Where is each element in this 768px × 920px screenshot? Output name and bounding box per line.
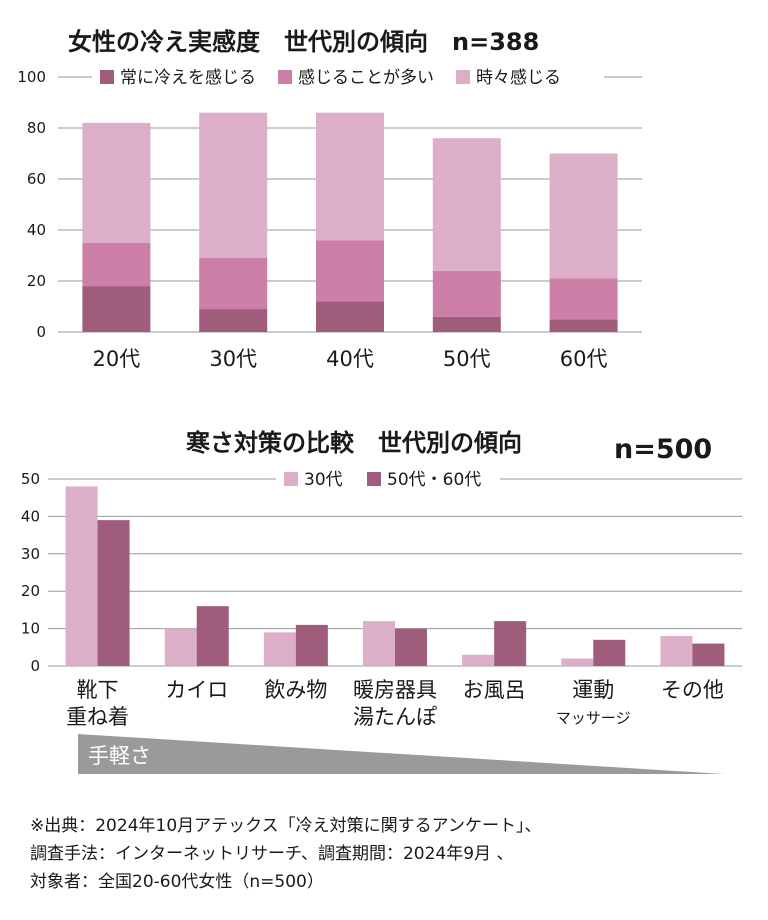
legend-label: 常に冷えを感じる: [120, 68, 256, 88]
y-tick-label: 50: [21, 470, 40, 488]
legend-label: 50代・60代: [387, 470, 481, 490]
y-tick-label: 10: [21, 620, 40, 638]
bar-segment: [82, 122, 151, 243]
y-tick-label: 80: [27, 119, 46, 137]
legend-swatch: [278, 70, 292, 84]
x-category-label: 暖房器具: [353, 678, 437, 702]
legend-background: [92, 63, 604, 91]
bar: [395, 628, 427, 666]
x-category-label: 靴下: [77, 678, 119, 702]
bar: [97, 520, 130, 666]
bar: [494, 621, 527, 666]
x-category-label: 飲み物: [264, 678, 327, 702]
chart-title-part: n=388: [452, 28, 539, 56]
bar-segment: [316, 112, 384, 241]
y-tick-label: 20: [21, 582, 40, 600]
y-tick-label: 100: [17, 68, 46, 86]
chart-title-part: 寒さ対策の比較: [186, 429, 355, 457]
ease-label: 手軽さ: [88, 744, 151, 768]
chart-cold-feeling: 女性の冷え実感度 世代別の傾向 n=388 0 20 40 60 80 100 20代 30代 40代…: [17, 28, 642, 371]
x-category-label: カイロ: [165, 678, 228, 702]
bar: [65, 486, 98, 666]
x-category-label: 重ね着: [66, 705, 129, 729]
source-line-3: 対象者：全国20-60代女性（n=500）: [30, 872, 324, 892]
y-tick-label: 0: [36, 323, 46, 341]
bar-segment: [549, 319, 618, 332]
y-tick-label: 60: [27, 170, 46, 188]
legend-swatch: [367, 472, 381, 486]
bar-segment: [316, 240, 384, 302]
bar: [295, 624, 328, 666]
legend-label: 時々感じる: [476, 68, 561, 88]
source-line-2: 調査手法：インターネットリサーチ、調査期間：2024年9月 、: [30, 844, 514, 864]
bar-segment: [199, 112, 268, 259]
y-tick-label: 0: [30, 657, 40, 675]
x-category-label: 運動: [572, 678, 614, 702]
bar-segment: [432, 316, 501, 332]
ease-wedge: [78, 734, 724, 774]
legend-label: 30代: [304, 470, 343, 490]
bar: [164, 628, 197, 666]
x-category-label: 60代: [560, 347, 608, 371]
x-category-label: 50代: [443, 347, 491, 371]
source-note: ※出典：2024年10月アテックス「冷え対策に関するアンケート」、 調査手法：イ…: [30, 812, 750, 896]
x-category-label: 40代: [326, 347, 374, 371]
bar: [196, 606, 229, 666]
bar: [263, 632, 296, 666]
bar-segment: [549, 153, 618, 279]
bar: [692, 643, 725, 666]
bar-segment: [316, 301, 384, 332]
x-category-label: その他: [661, 678, 724, 702]
chart-title-part: 女性の冷え実感度: [68, 28, 261, 56]
legend-swatch: [100, 70, 114, 84]
x-category-sublabel: マッサージ: [556, 709, 631, 727]
legend-swatch: [456, 70, 470, 84]
source-line-1: ※出典：2024年10月アテックス「冷え対策に関するアンケート」、: [30, 816, 542, 836]
bar: [462, 654, 495, 666]
chart-title: 女性の冷え実感度 世代別の傾向 n=388: [68, 28, 539, 56]
chart-title-sample-size: n=500: [614, 434, 712, 465]
y-tick-label: 40: [21, 507, 40, 525]
x-category-label: お風呂: [463, 678, 526, 702]
legend-background: [276, 465, 500, 493]
bar-segment: [432, 270, 501, 317]
bar: [660, 636, 693, 666]
x-category-label: 20代: [93, 347, 141, 371]
chart-title-part: 世代別の傾向: [378, 429, 522, 457]
y-tick-label: 40: [27, 221, 46, 239]
chart-title-part: 世代別の傾向: [284, 28, 428, 56]
x-category-label: 30代: [209, 347, 257, 371]
bar: [363, 621, 395, 666]
legend-label: 感じることが多い: [298, 68, 434, 88]
y-tick-label: 20: [27, 272, 46, 290]
bar-segment: [199, 309, 268, 332]
bar-segment: [432, 138, 501, 271]
bar-segment: [549, 278, 618, 320]
x-category-label: 湯たんぽ: [353, 705, 437, 729]
y-tick-label: 30: [21, 545, 40, 563]
bar-segment: [82, 242, 151, 287]
chart-title: 寒さ対策の比較 世代別の傾向: [186, 429, 522, 457]
bar: [561, 658, 594, 666]
legend-swatch: [284, 472, 298, 486]
bar: [593, 639, 626, 666]
bar-segment: [82, 286, 151, 332]
bar-segment: [199, 258, 268, 310]
